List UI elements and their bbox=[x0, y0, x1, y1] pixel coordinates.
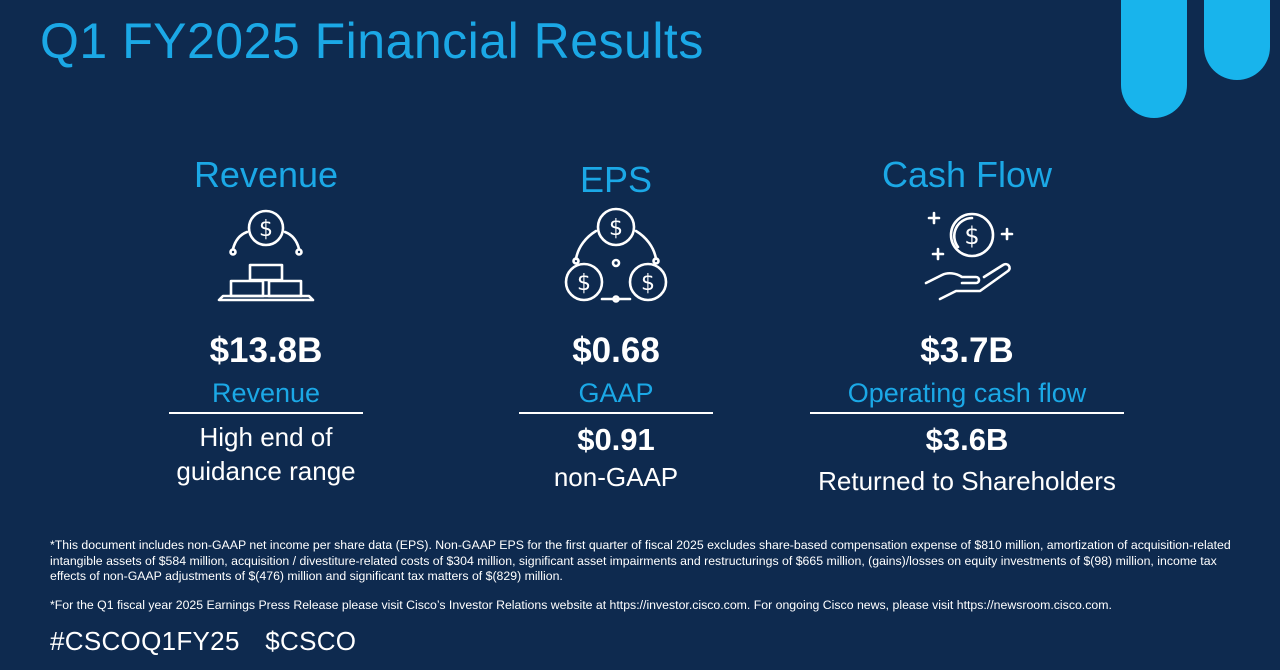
decorative-bar-right bbox=[1204, 0, 1270, 80]
eps-gaap-label: GAAP bbox=[578, 378, 654, 408]
svg-text:$: $ bbox=[964, 222, 979, 250]
revenue-value: $13.8B bbox=[209, 331, 323, 370]
hashtag-ticker: $CSCO bbox=[265, 626, 357, 656]
eps-non-gaap-value: $0.91 bbox=[577, 422, 655, 457]
three-coins-cycle-icon: $ $ $ bbox=[446, 200, 786, 310]
divider bbox=[519, 412, 713, 414]
cash-flow-description: Returned to Shareholders bbox=[818, 466, 1116, 496]
hand-holding-coin-icon: $ bbox=[797, 200, 1137, 310]
page-title: Q1 FY2025 Financial Results bbox=[40, 13, 704, 69]
divider bbox=[169, 412, 363, 414]
hashtags: #CSCOQ1FY25 $CSCO bbox=[50, 626, 356, 657]
revenue-value-label: Revenue bbox=[211, 378, 321, 408]
revenue-heading: Revenue bbox=[193, 154, 339, 195]
returned-value: $3.6B bbox=[925, 422, 1009, 457]
hashtag-quarter: #CSCOQ1FY25 bbox=[50, 626, 240, 656]
cash-flow-column: Cash Flow $ $3.7B Operating cash flow $3… bbox=[797, 150, 1137, 498]
revenue-description: High end of guidance range bbox=[176, 422, 356, 486]
operating-cash-flow-value: $3.7B bbox=[920, 331, 1014, 370]
divider bbox=[810, 412, 1124, 414]
eps-gaap-value: $0.68 bbox=[572, 331, 660, 370]
footnote-press-release: *For the Q1 fiscal year 2025 Earnings Pr… bbox=[50, 598, 1112, 612]
revenue-column: Revenue $ $13.8B Revenue High end of gui… bbox=[96, 150, 436, 488]
eps-column: EPS $ $ $ $0.68 GAAP $0.91 non-GAAP bbox=[446, 150, 786, 494]
cash-flow-heading: Cash Flow bbox=[881, 154, 1053, 195]
operating-cash-flow-label: Operating cash flow bbox=[847, 378, 1087, 408]
svg-text:$: $ bbox=[259, 217, 273, 242]
decorative-bar-left bbox=[1121, 0, 1187, 118]
svg-text:$: $ bbox=[641, 271, 655, 296]
svg-text:$: $ bbox=[577, 271, 591, 296]
eps-heading: EPS bbox=[579, 159, 653, 200]
eps-description: non-GAAP bbox=[553, 462, 679, 492]
gold-bars-coin-icon: $ bbox=[96, 200, 436, 310]
svg-text:$: $ bbox=[609, 216, 623, 241]
footnote-non-gaap: *This document includes non-GAAP net inc… bbox=[50, 538, 1231, 583]
